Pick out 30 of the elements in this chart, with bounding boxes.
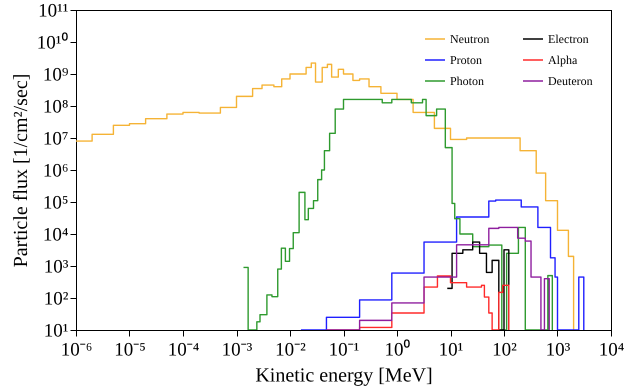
y-tick-label: 10¹⁰ (36, 32, 68, 54)
y-tick-label: 10¹¹ (38, 0, 69, 22)
y-tick-label: 10¹ (44, 320, 69, 342)
y-tick-label: 10³ (44, 256, 69, 278)
y-tick-label: 10⁹ (42, 64, 69, 86)
y-tick-label: 10⁵ (42, 192, 68, 214)
legend-label: Proton (450, 53, 482, 67)
x-tick-label: 10⁰ (384, 338, 410, 360)
x-tick-label: 10⁻⁴ (168, 340, 200, 360)
x-tick-label: 10² (492, 340, 518, 360)
y-tick-label: 10⁴ (42, 224, 69, 246)
y-tick-label: 10² (44, 288, 69, 310)
y-tick-label: 10⁸ (42, 96, 68, 118)
x-axis-title: Kinetic energy [MeV] (255, 364, 433, 386)
x-tick-label: 10⁻² (275, 340, 306, 360)
x-tick-label: 10⁻⁶ (60, 340, 92, 360)
legend-label: Neutron (450, 32, 490, 46)
legend-label: Alpha (548, 53, 578, 67)
legend-label: Deuteron (548, 74, 593, 88)
x-tick-label: 10⁻¹ (328, 340, 360, 360)
legend-label: Photon (450, 74, 484, 88)
y-tick-label: 10⁶ (42, 160, 68, 182)
y-tick-label: 10⁷ (42, 128, 68, 150)
y-axis-title: Particle flux [1/cm²/sec] (10, 74, 32, 268)
x-tick-label: 10⁴ (598, 340, 625, 360)
x-tick-label: 10⁻³ (222, 340, 253, 360)
x-tick-label: 10⁻⁵ (114, 340, 146, 360)
x-tick-label: 10³ (546, 340, 571, 360)
legend-label: Electron (548, 32, 589, 46)
x-tick-label: 10¹ (438, 340, 464, 360)
